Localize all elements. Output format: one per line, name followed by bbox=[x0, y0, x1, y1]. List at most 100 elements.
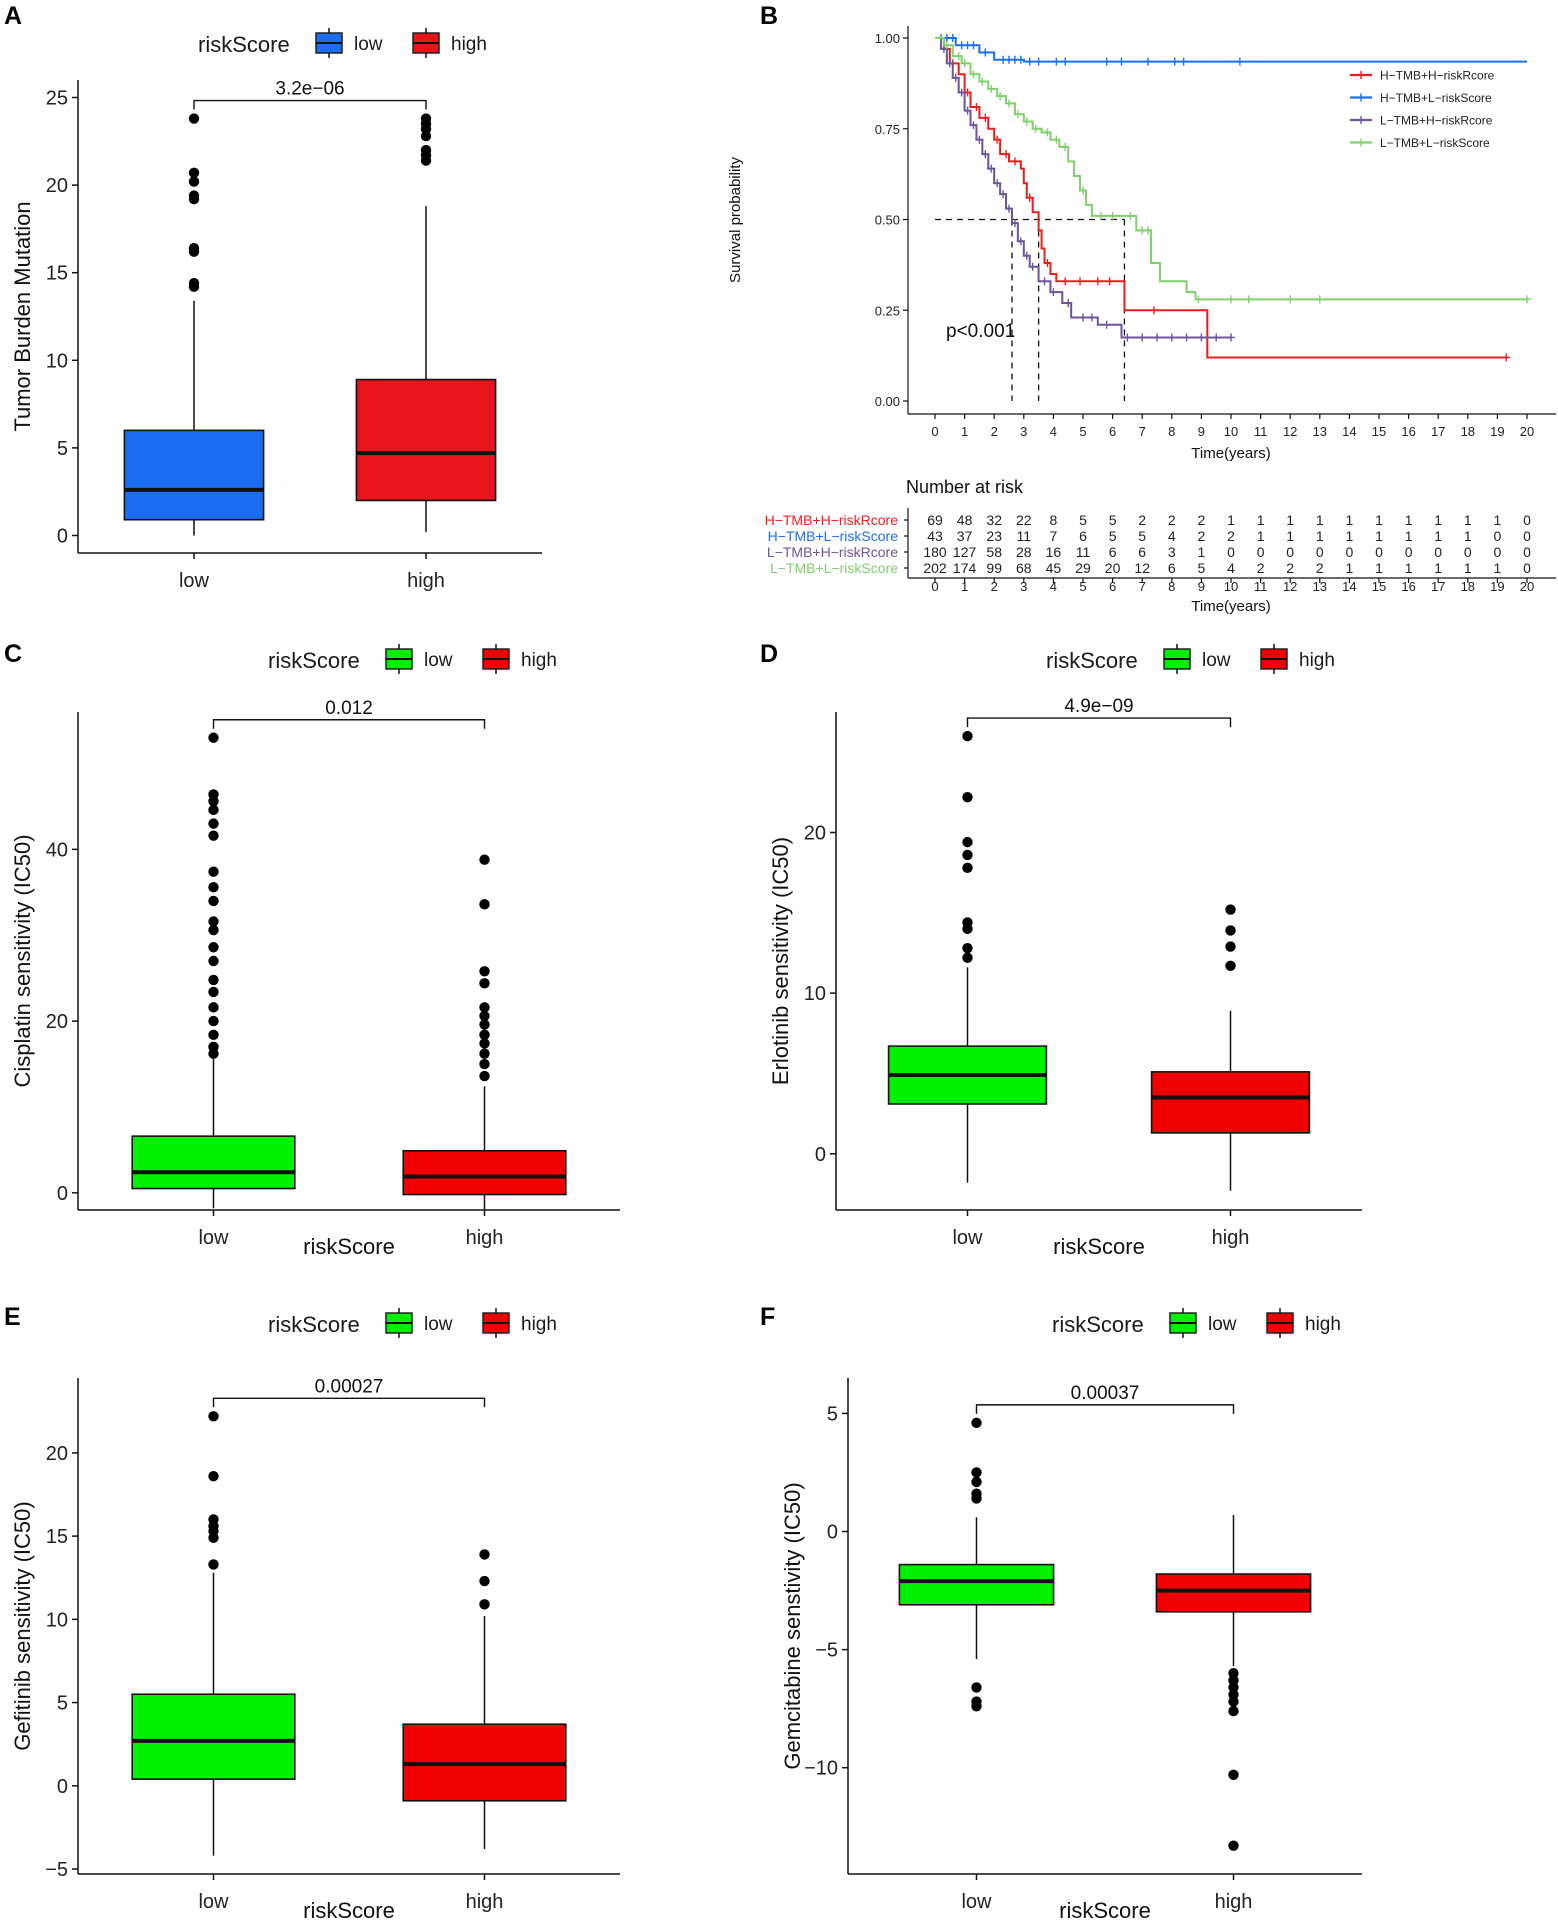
box-body bbox=[1155, 1573, 1312, 1613]
risk-count: 2 bbox=[1168, 512, 1176, 528]
risk-x-tick-label: 18 bbox=[1461, 579, 1475, 594]
box-body bbox=[402, 1149, 567, 1196]
risk-count: 6 bbox=[1138, 544, 1146, 560]
y-tick-label: 15 bbox=[46, 263, 68, 285]
risk-count: 202 bbox=[923, 560, 947, 576]
y-tick-label: 1.00 bbox=[875, 31, 900, 46]
outlier-point bbox=[208, 866, 219, 877]
censor-mark bbox=[1179, 57, 1188, 66]
risk-count: 0 bbox=[1523, 544, 1531, 560]
censor-mark bbox=[1016, 237, 1025, 246]
outlier-point bbox=[208, 1015, 219, 1027]
legend: riskScore low high bbox=[268, 1308, 557, 1338]
km-series-1 bbox=[935, 34, 1527, 66]
p-value-label: 0.00037 bbox=[1071, 1383, 1140, 1404]
km-legend: H−TMB+H−riskRcore H−TMB+L−riskScore L−TMB+… bbox=[1350, 69, 1495, 150]
censor-mark bbox=[1117, 57, 1126, 66]
censor-mark bbox=[978, 77, 987, 86]
outlier-point bbox=[962, 862, 973, 874]
outlier-point bbox=[962, 791, 973, 803]
bracket-line bbox=[212, 719, 486, 729]
risk-count: 0 bbox=[1227, 544, 1235, 560]
legend-label-high: high bbox=[521, 650, 557, 671]
y-tick-label: 0.00 bbox=[875, 394, 900, 409]
risk-count: 23 bbox=[986, 528, 1002, 544]
censor-mark bbox=[1064, 298, 1073, 307]
risk-x-tick-label: 15 bbox=[1372, 579, 1386, 594]
outlier-point bbox=[479, 966, 490, 977]
risk-row: L−TMB+L−riskScore 202 174 99 68 45 29 20 12 6 5 4 2 2… bbox=[770, 560, 1531, 576]
panel-letter: F bbox=[760, 1303, 775, 1331]
risk-x-tick-label: 16 bbox=[1401, 579, 1415, 594]
censor-mark bbox=[1022, 251, 1031, 260]
censor-mark bbox=[1227, 295, 1235, 304]
outlier-point bbox=[188, 242, 200, 254]
censor-mark bbox=[1105, 277, 1114, 286]
censor-mark bbox=[1170, 57, 1179, 66]
box-high bbox=[402, 854, 567, 1210]
outlier-point bbox=[208, 1471, 219, 1482]
panel-letter: C bbox=[4, 640, 22, 668]
risk-count: 0 bbox=[1375, 544, 1383, 560]
risk-count: 0 bbox=[1523, 512, 1531, 528]
x-axis-label: riskScore bbox=[1053, 1234, 1145, 1259]
x-tick-label: 3 bbox=[1020, 424, 1027, 439]
risk-count: 1 bbox=[1405, 512, 1413, 528]
risk-count: 1 bbox=[1286, 528, 1294, 544]
censor-mark bbox=[963, 106, 972, 115]
x-tick-label: 20 bbox=[1520, 424, 1534, 439]
y-tick-label: 20 bbox=[804, 822, 826, 844]
censor-mark bbox=[1502, 353, 1511, 362]
bracket-line bbox=[193, 99, 427, 110]
outlier-point bbox=[962, 917, 973, 928]
legend-label-low: low bbox=[424, 650, 453, 671]
censor-mark bbox=[1061, 57, 1070, 66]
panel-letter: A bbox=[4, 2, 22, 30]
p-value-label: 0.00027 bbox=[315, 1376, 384, 1397]
censor-mark bbox=[1286, 295, 1295, 304]
panel-b: B0.000.250.500.751.000 1 2 3 4 5 6 7 8 9 10 11 12 13 1… bbox=[727, 2, 1556, 615]
risk-row: H−TMB+H−riskRcore 69 48 32 22 8 5 5 2 2 2 1 1 1 1 1 1 1 1 1… bbox=[765, 512, 1532, 528]
outlier-point bbox=[420, 144, 432, 156]
legend-title: riskScore bbox=[198, 32, 290, 57]
censor-mark bbox=[1028, 262, 1037, 271]
censor-mark bbox=[972, 102, 981, 111]
censor-mark bbox=[1123, 333, 1132, 342]
x-tick-label: 18 bbox=[1461, 424, 1475, 439]
legend: riskScore low high bbox=[1052, 1308, 1341, 1338]
risk-count: 2 bbox=[1198, 528, 1206, 544]
y-tick-label: 25 bbox=[46, 88, 68, 110]
risk-x-tick-label: 7 bbox=[1139, 579, 1146, 594]
risk-count: 1 bbox=[1346, 528, 1354, 544]
outlier-point bbox=[208, 916, 219, 927]
risk-count: 0 bbox=[1434, 544, 1442, 560]
legend-key-cross bbox=[1357, 93, 1365, 102]
censor-mark bbox=[1138, 333, 1147, 342]
censor-mark bbox=[1144, 57, 1153, 66]
risk-count: 2 bbox=[1286, 560, 1294, 576]
censor-mark bbox=[1052, 57, 1061, 66]
x-tick-label: high bbox=[1212, 1227, 1250, 1249]
outlier-point bbox=[479, 1070, 490, 1082]
outlier-point bbox=[208, 955, 219, 967]
legend-label-low: low bbox=[424, 1314, 453, 1335]
risk-x-tick-label: 5 bbox=[1079, 579, 1086, 594]
outlier-point bbox=[479, 1058, 490, 1070]
outlier-point bbox=[1228, 1705, 1239, 1717]
legend-title: riskScore bbox=[268, 1312, 360, 1337]
box-low bbox=[898, 1417, 1055, 1712]
risk-x-tick-label: 10 bbox=[1224, 579, 1238, 594]
risk-count: 68 bbox=[1016, 560, 1032, 576]
risk-count: 1 bbox=[1316, 528, 1324, 544]
risk-count: 43 bbox=[927, 528, 943, 544]
risk-count: 0 bbox=[1405, 544, 1413, 560]
x-tick-label: 6 bbox=[1109, 424, 1116, 439]
risk-x-tick-label: 13 bbox=[1313, 579, 1327, 594]
box-high bbox=[355, 113, 497, 532]
y-tick-label: 20 bbox=[46, 1443, 68, 1465]
risk-count: 0 bbox=[1494, 544, 1502, 560]
bracket-line bbox=[975, 1404, 1235, 1414]
risk-x-tick-label: 9 bbox=[1198, 579, 1205, 594]
legend: riskScore low high bbox=[1046, 644, 1335, 674]
